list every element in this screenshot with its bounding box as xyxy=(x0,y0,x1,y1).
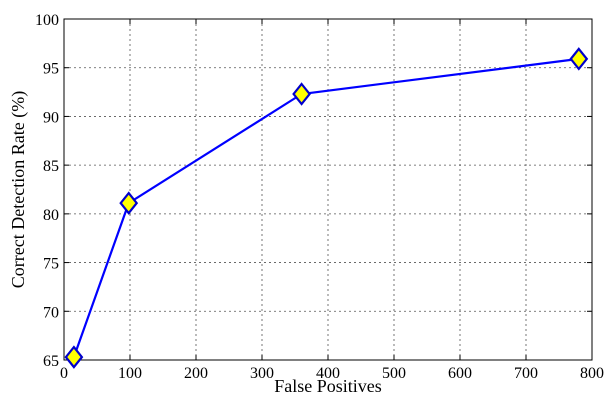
data-point xyxy=(119,191,139,215)
data-point xyxy=(569,47,589,71)
grid-lines xyxy=(64,19,592,360)
x-tick-label: 600 xyxy=(448,365,472,382)
y-tick-label: 90 xyxy=(43,109,59,126)
y-tick-label: 80 xyxy=(43,207,59,224)
y-tick-label: 85 xyxy=(43,158,59,175)
y-tick-label: 75 xyxy=(43,256,59,273)
data-point xyxy=(292,82,312,106)
series-line xyxy=(72,57,579,358)
y-tick-label: 65 xyxy=(43,353,59,370)
x-tick-label: 800 xyxy=(580,365,604,382)
data-point xyxy=(64,345,84,369)
axis-ticks: 0 100 200 300 400 500 600 700 800 65 70 75 80 85 90 95 1… xyxy=(35,12,604,382)
x-tick-label: 400 xyxy=(316,365,340,382)
x-tick-label: 200 xyxy=(184,365,208,382)
x-tick-label: 500 xyxy=(382,365,406,382)
series-layer xyxy=(64,47,589,369)
y-tick-label: 100 xyxy=(35,12,59,29)
y-axis-label: Correct Detection Rate (%) xyxy=(8,91,29,288)
x-tick-label: 0 xyxy=(60,365,68,382)
x-tick-label: 100 xyxy=(118,365,142,382)
x-tick-label: 700 xyxy=(514,365,538,382)
x-axis-label: False Positives xyxy=(274,376,382,396)
y-tick-label: 95 xyxy=(43,61,59,78)
y-tick-label: 70 xyxy=(43,304,59,321)
x-tick-label: 300 xyxy=(250,365,274,382)
